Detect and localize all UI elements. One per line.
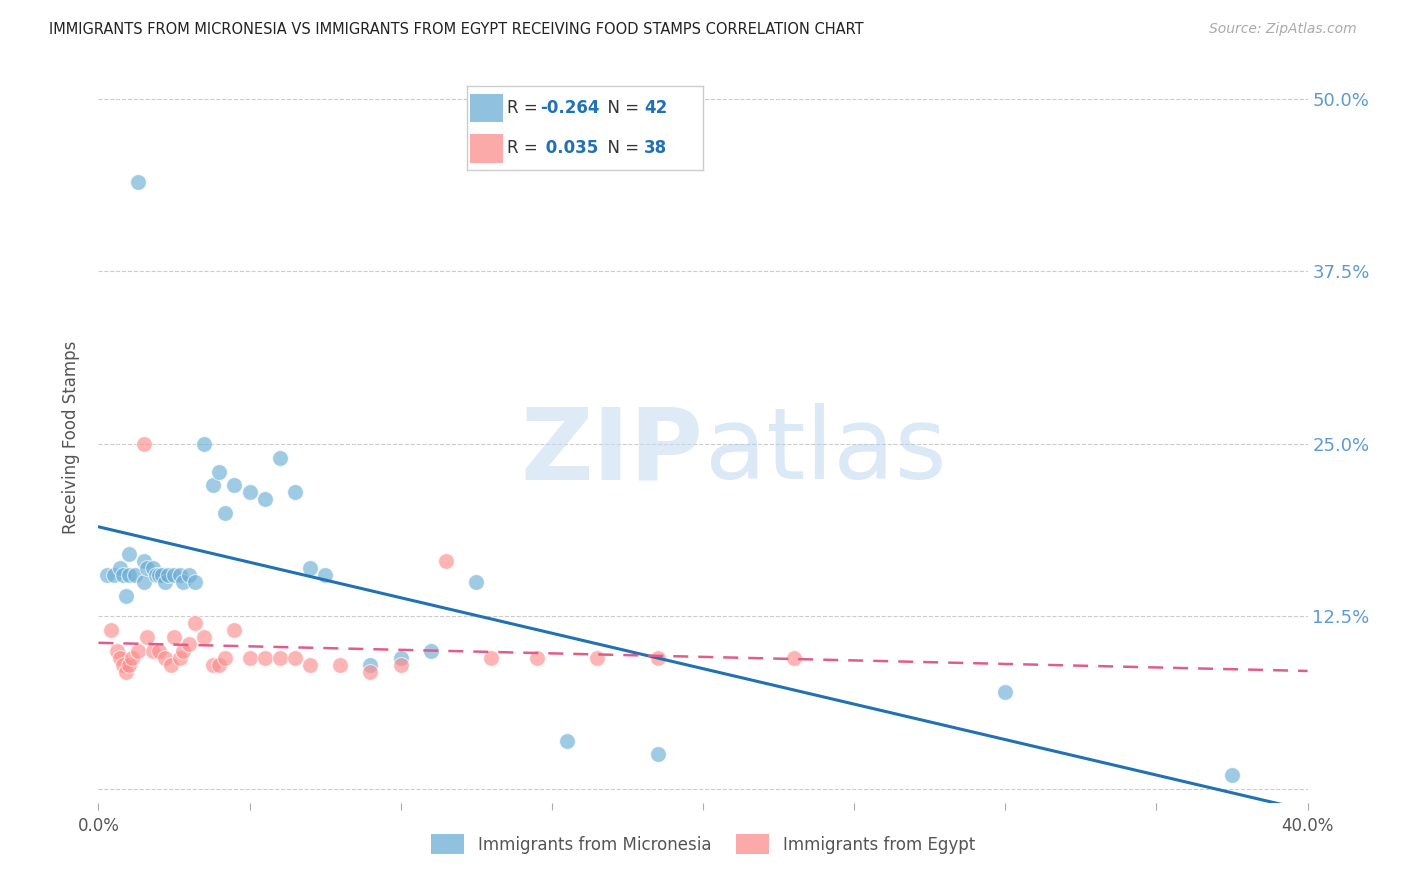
Point	[153, 574, 176, 589]
Point	[284, 485, 307, 500]
Point	[202, 657, 225, 672]
Point	[214, 506, 236, 520]
Point	[114, 589, 136, 603]
Point	[389, 657, 412, 672]
Point	[329, 657, 352, 672]
Point	[127, 644, 149, 658]
Point	[172, 644, 194, 658]
Point	[135, 561, 157, 575]
Point	[465, 574, 488, 589]
Point	[208, 657, 231, 672]
Point	[169, 568, 191, 582]
Point	[647, 651, 669, 665]
Point	[172, 574, 194, 589]
Point	[108, 561, 131, 575]
Point	[108, 651, 131, 665]
Point	[105, 644, 128, 658]
Point	[647, 747, 669, 762]
Point	[269, 450, 291, 465]
Y-axis label: Receiving Food Stamps: Receiving Food Stamps	[62, 341, 80, 533]
Point	[555, 733, 578, 747]
Point	[420, 644, 443, 658]
Point	[150, 568, 173, 582]
Point	[118, 548, 141, 562]
Point	[103, 568, 125, 582]
Point	[202, 478, 225, 492]
Point	[156, 568, 179, 582]
Point	[239, 485, 262, 500]
Point	[208, 465, 231, 479]
Point	[163, 568, 186, 582]
Point	[783, 651, 806, 665]
Point	[179, 568, 201, 582]
Point	[163, 630, 186, 644]
Point	[214, 651, 236, 665]
Point	[148, 568, 170, 582]
Text: atlas: atlas	[706, 403, 948, 500]
Point	[224, 624, 246, 638]
Point	[389, 651, 412, 665]
Point	[360, 657, 382, 672]
Point	[994, 685, 1017, 699]
Point	[145, 568, 167, 582]
Text: Source: ZipAtlas.com: Source: ZipAtlas.com	[1209, 22, 1357, 37]
Point	[111, 568, 134, 582]
Point	[114, 665, 136, 679]
Point	[360, 665, 382, 679]
Point	[111, 657, 134, 672]
Point	[100, 624, 122, 638]
Point	[239, 651, 262, 665]
Point	[299, 657, 322, 672]
Point	[481, 651, 503, 665]
Point	[299, 561, 322, 575]
Point	[314, 568, 336, 582]
Point	[96, 568, 118, 582]
Point	[142, 644, 165, 658]
Point	[118, 568, 141, 582]
Point	[253, 651, 276, 665]
Point	[132, 437, 155, 451]
Point	[184, 616, 207, 631]
Point	[179, 637, 201, 651]
Point	[253, 492, 276, 507]
Point	[193, 437, 215, 451]
Point	[127, 175, 149, 189]
Point	[135, 630, 157, 644]
Point	[269, 651, 291, 665]
Point	[586, 651, 609, 665]
Point	[184, 574, 207, 589]
Point	[169, 651, 191, 665]
Point	[132, 554, 155, 568]
Point	[434, 554, 457, 568]
Point	[193, 630, 215, 644]
Point	[1220, 768, 1243, 782]
Point	[124, 568, 146, 582]
Point	[526, 651, 548, 665]
Point	[224, 478, 246, 492]
Point	[284, 651, 307, 665]
Point	[118, 657, 141, 672]
Point	[160, 657, 183, 672]
Point	[132, 574, 155, 589]
Text: IMMIGRANTS FROM MICRONESIA VS IMMIGRANTS FROM EGYPT RECEIVING FOOD STAMPS CORREL: IMMIGRANTS FROM MICRONESIA VS IMMIGRANTS…	[49, 22, 863, 37]
Point	[142, 561, 165, 575]
Text: ZIP: ZIP	[520, 403, 703, 500]
Point	[121, 651, 143, 665]
Point	[153, 651, 176, 665]
Legend: Immigrants from Micronesia, Immigrants from Egypt: Immigrants from Micronesia, Immigrants f…	[425, 828, 981, 860]
Point	[148, 644, 170, 658]
